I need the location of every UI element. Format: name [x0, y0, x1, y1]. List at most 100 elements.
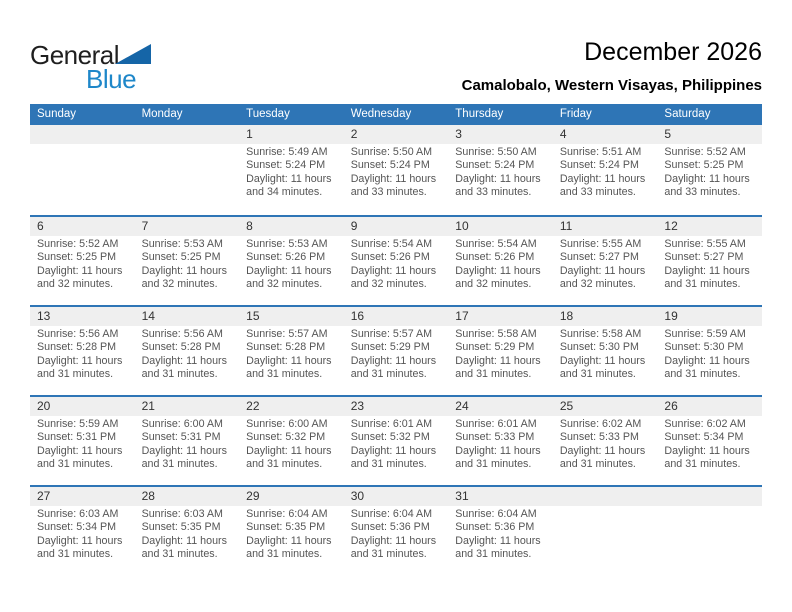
- sunrise-text: Sunrise: 5:56 AM: [37, 328, 119, 340]
- logo-text-general: General: [30, 40, 120, 70]
- day-number: 10: [448, 217, 553, 236]
- sunrise-text: Sunrise: 5:54 AM: [455, 238, 537, 250]
- sunset-text: Sunset: 5:35 PM: [246, 521, 326, 534]
- page-title: December 2026: [584, 38, 762, 66]
- sunset-text: Sunset: 5:29 PM: [455, 341, 535, 354]
- sunset-text: Sunset: 5:36 PM: [350, 521, 430, 534]
- sunrise-text: Sunrise: 5:55 AM: [664, 238, 746, 250]
- week-row: 6 Sunrise: 5:52 AM Sunset: 5:25 PM Dayli…: [30, 215, 762, 305]
- daylight-text: Daylight: 11 hours and 33 minutes.: [664, 172, 750, 198]
- weekday-header: Sunday: [37, 108, 77, 120]
- sunset-text: Sunset: 5:25 PM: [37, 251, 117, 264]
- day-details: Sunrise: 6:00 AM Sunset: 5:31 PM Dayligh…: [135, 416, 240, 471]
- sunrise-text: Sunrise: 5:50 AM: [350, 146, 433, 158]
- day-cell: 31 Sunrise: 6:04 AM Sunset: 5:36 PM Dayl…: [448, 487, 553, 575]
- sunrise-text: Sunrise: 5:51 AM: [559, 146, 642, 158]
- daylight-text: Daylight: 11 hours and 32 minutes.: [455, 264, 541, 290]
- sunset-text: Sunset: 5:30 PM: [664, 341, 744, 354]
- daylight-text: Daylight: 11 hours and 31 minutes.: [664, 354, 750, 380]
- sunrise-text: Sunrise: 5:58 AM: [455, 328, 537, 340]
- calendar-table: Sunday Monday Tuesday Wednesday Thursday Frid…: [30, 104, 762, 575]
- daylight-text: Daylight: 11 hours and 31 minutes.: [559, 444, 646, 470]
- sunset-text: Sunset: 5:30 PM: [559, 341, 639, 354]
- daylight-text: Daylight: 11 hours and 32 minutes.: [141, 264, 227, 290]
- day-cell: 16 Sunrise: 5:57 AM Sunset: 5:29 PM Dayl…: [343, 307, 449, 395]
- day-details: [135, 144, 240, 146]
- sunset-text: Sunset: 5:24 PM: [455, 159, 535, 172]
- week-row: 27 Sunrise: 6:03 AM Sunset: 5:34 PM Dayl…: [30, 485, 762, 575]
- sunset-text: Sunset: 5:25 PM: [664, 159, 744, 172]
- sunset-text: Sunset: 5:33 PM: [559, 431, 639, 444]
- sunrise-text: Sunrise: 5:53 AM: [141, 238, 223, 250]
- day-details: Sunrise: 5:53 AM Sunset: 5:26 PM Dayligh…: [239, 236, 344, 291]
- day-cell: 3 Sunrise: 5:50 AM Sunset: 5:24 PM Dayli…: [448, 125, 553, 215]
- sunrise-text: Sunrise: 6:02 AM: [664, 418, 746, 430]
- logo-text-blue: Blue: [86, 64, 137, 94]
- sunrise-text: Sunrise: 6:02 AM: [559, 418, 642, 430]
- sunrise-text: Sunrise: 5:53 AM: [246, 238, 328, 250]
- logo-triangle-icon: [115, 44, 151, 64]
- day-details: [553, 506, 658, 508]
- day-number: 8: [239, 217, 344, 236]
- day-number: 18: [552, 307, 658, 326]
- day-cell: 21 Sunrise: 6:00 AM Sunset: 5:31 PM Dayl…: [134, 397, 240, 485]
- sunset-text: Sunset: 5:26 PM: [455, 251, 535, 264]
- sunset-text: Sunset: 5:29 PM: [350, 341, 430, 354]
- day-number: [657, 487, 762, 506]
- day-number: 28: [134, 487, 240, 506]
- day-cell: 14 Sunrise: 5:56 AM Sunset: 5:28 PM Dayl…: [134, 307, 240, 395]
- day-number: 25: [552, 397, 658, 416]
- day-cell: [552, 487, 658, 575]
- day-cell: 15 Sunrise: 5:57 AM Sunset: 5:28 PM Dayl…: [239, 307, 344, 395]
- sunset-text: Sunset: 5:25 PM: [141, 251, 221, 264]
- sunset-text: Sunset: 5:26 PM: [350, 251, 430, 264]
- day-details: Sunrise: 6:04 AM Sunset: 5:36 PM Dayligh…: [344, 506, 449, 561]
- day-details: Sunrise: 5:55 AM Sunset: 5:27 PM Dayligh…: [657, 236, 762, 291]
- day-details: Sunrise: 5:57 AM Sunset: 5:28 PM Dayligh…: [239, 326, 344, 381]
- daylight-text: Daylight: 11 hours and 32 minutes.: [246, 264, 332, 290]
- day-details: Sunrise: 5:59 AM Sunset: 5:31 PM Dayligh…: [30, 416, 135, 471]
- day-number: 19: [657, 307, 762, 326]
- day-details: Sunrise: 5:58 AM Sunset: 5:30 PM Dayligh…: [553, 326, 658, 381]
- sunrise-text: Sunrise: 5:57 AM: [350, 328, 433, 340]
- sunset-text: Sunset: 5:24 PM: [559, 159, 639, 172]
- day-cell: 29 Sunrise: 6:04 AM Sunset: 5:35 PM Dayl…: [239, 487, 344, 575]
- sunrise-text: Sunrise: 5:49 AM: [246, 146, 328, 158]
- day-details: Sunrise: 5:55 AM Sunset: 5:27 PM Dayligh…: [553, 236, 658, 291]
- day-cell: [134, 125, 240, 215]
- sunrise-text: Sunrise: 6:00 AM: [246, 418, 328, 430]
- day-cell: 13 Sunrise: 5:56 AM Sunset: 5:28 PM Dayl…: [30, 307, 135, 395]
- day-details: Sunrise: 5:56 AM Sunset: 5:28 PM Dayligh…: [30, 326, 135, 381]
- daylight-text: Daylight: 11 hours and 31 minutes.: [141, 354, 227, 380]
- day-details: [30, 144, 135, 146]
- day-details: Sunrise: 5:52 AM Sunset: 5:25 PM Dayligh…: [30, 236, 135, 291]
- sunrise-text: Sunrise: 5:59 AM: [37, 418, 119, 430]
- day-details: Sunrise: 5:53 AM Sunset: 5:25 PM Dayligh…: [135, 236, 240, 291]
- day-number: 1: [239, 125, 344, 144]
- sunrise-text: Sunrise: 6:03 AM: [141, 508, 223, 520]
- day-details: Sunrise: 5:50 AM Sunset: 5:24 PM Dayligh…: [344, 144, 449, 199]
- sunrise-text: Sunrise: 5:57 AM: [246, 328, 328, 340]
- day-details: Sunrise: 6:03 AM Sunset: 5:34 PM Dayligh…: [30, 506, 135, 561]
- daylight-text: Daylight: 11 hours and 31 minutes.: [350, 354, 437, 380]
- day-number: 21: [134, 397, 240, 416]
- daylight-text: Daylight: 11 hours and 31 minutes.: [37, 534, 123, 560]
- sunrise-text: Sunrise: 5:54 AM: [350, 238, 433, 250]
- day-details: Sunrise: 6:04 AM Sunset: 5:36 PM Dayligh…: [448, 506, 553, 561]
- day-details: Sunrise: 5:49 AM Sunset: 5:24 PM Dayligh…: [239, 144, 344, 199]
- day-number: 16: [343, 307, 449, 326]
- sunset-text: Sunset: 5:24 PM: [350, 159, 430, 172]
- daylight-text: Daylight: 11 hours and 31 minutes.: [664, 264, 750, 290]
- daylight-text: Daylight: 11 hours and 33 minutes.: [455, 172, 541, 198]
- sunrise-text: Sunrise: 6:01 AM: [455, 418, 537, 430]
- day-details: Sunrise: 5:52 AM Sunset: 5:25 PM Dayligh…: [657, 144, 762, 199]
- day-number: 26: [657, 397, 762, 416]
- sunset-text: Sunset: 5:36 PM: [455, 521, 535, 534]
- day-details: Sunrise: 5:58 AM Sunset: 5:29 PM Dayligh…: [448, 326, 553, 381]
- week-row: 1 Sunrise: 5:49 AM Sunset: 5:24 PM Dayli…: [30, 125, 762, 215]
- day-cell: 2 Sunrise: 5:50 AM Sunset: 5:24 PM Dayli…: [343, 125, 449, 215]
- day-cell: 22 Sunrise: 6:00 AM Sunset: 5:32 PM Dayl…: [239, 397, 344, 485]
- sunrise-text: Sunrise: 6:04 AM: [246, 508, 328, 520]
- weekday-header-row: Sunday Monday Tuesday Wednesday Thursday Frid…: [30, 104, 762, 125]
- daylight-text: Daylight: 11 hours and 31 minutes.: [141, 534, 227, 560]
